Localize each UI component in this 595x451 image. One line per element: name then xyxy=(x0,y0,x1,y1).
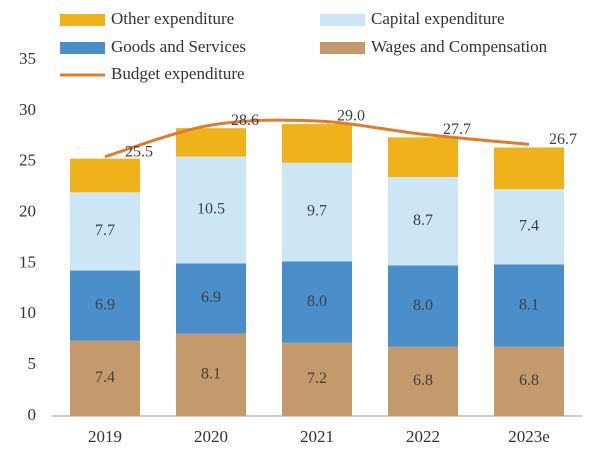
data-label: 10.5 xyxy=(197,201,225,218)
bar-segment xyxy=(70,270,140,341)
x-tick-label: 2020 xyxy=(194,427,228,446)
line-label: 28.6 xyxy=(231,112,259,129)
bar-segment xyxy=(494,147,564,190)
y-tick-label: 20 xyxy=(19,201,36,220)
legend-label: Capital expenditure xyxy=(371,9,505,28)
data-label: 8.1 xyxy=(519,296,539,313)
data-label: 8.0 xyxy=(307,293,327,310)
line-label: 27.7 xyxy=(443,121,471,138)
bar-segment xyxy=(494,189,564,265)
data-label: 8.0 xyxy=(413,297,433,314)
bar-segment xyxy=(388,137,458,177)
bar-segment xyxy=(494,264,564,347)
bar-segment xyxy=(282,124,352,163)
legend-label: Budget expenditure xyxy=(111,64,245,83)
bar-segment xyxy=(282,261,352,343)
data-label: 7.4 xyxy=(519,217,539,234)
bar-segment xyxy=(494,346,564,416)
line-label: 29.0 xyxy=(337,108,365,125)
bar-segment xyxy=(176,263,246,334)
data-label: 7.7 xyxy=(95,222,115,239)
legend-swatch xyxy=(60,14,105,26)
data-label: 6.8 xyxy=(413,372,433,389)
bar-segment xyxy=(70,340,140,416)
line-series xyxy=(104,118,530,159)
legend-swatch xyxy=(320,42,365,54)
y-tick-label: 0 xyxy=(28,405,37,424)
x-tick-label: 2021 xyxy=(300,427,334,446)
data-label: 6.9 xyxy=(95,296,115,313)
bar-segment xyxy=(70,158,140,193)
bar-segment xyxy=(176,128,246,157)
bar-segment xyxy=(176,156,246,264)
data-label: 7.4 xyxy=(95,369,115,386)
y-tick-label: 5 xyxy=(28,354,37,373)
line-label: 25.5 xyxy=(125,143,153,160)
data-label: 8.7 xyxy=(413,212,433,229)
bar-segment xyxy=(388,346,458,416)
x-tick-label: 2023e xyxy=(508,427,550,446)
bar-segment xyxy=(388,176,458,266)
legend-label: Wages and Compensation xyxy=(371,37,548,56)
bar-segment xyxy=(388,265,458,347)
y-tick-label: 35 xyxy=(19,49,36,68)
data-label: 9.7 xyxy=(307,203,327,220)
data-label: 6.8 xyxy=(519,372,539,389)
bar-segment xyxy=(176,333,246,416)
y-tick-label: 25 xyxy=(19,151,36,170)
x-tick-label: 2019 xyxy=(88,427,122,446)
y-tick-label: 30 xyxy=(19,100,36,119)
x-tick-label: 2022 xyxy=(406,427,440,446)
legend-swatch xyxy=(60,42,105,54)
legend-label: Goods and Services xyxy=(111,37,246,56)
y-tick-label: 10 xyxy=(19,303,36,322)
y-tick-label: 15 xyxy=(19,252,36,271)
data-label: 8.1 xyxy=(201,365,221,382)
legend-swatch xyxy=(320,14,365,26)
bar-segment xyxy=(282,342,352,416)
data-label: 6.9 xyxy=(201,289,221,306)
bar-segment xyxy=(70,192,140,271)
data-label: 7.2 xyxy=(307,370,327,387)
bar-segment xyxy=(282,162,352,262)
line-label: 26.7 xyxy=(549,131,577,148)
legend-label: Other expenditure xyxy=(111,9,234,28)
